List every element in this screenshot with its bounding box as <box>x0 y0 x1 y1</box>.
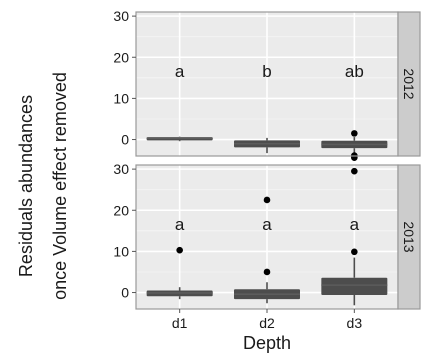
outlier-point <box>176 246 183 254</box>
outlier-point <box>351 154 358 161</box>
facet-strip <box>397 164 421 310</box>
facet-strip <box>397 11 421 157</box>
x-tick-label: d2 <box>259 315 275 331</box>
facet-strip-label: 2013 <box>401 221 417 252</box>
y-tick-label: 10 <box>113 243 129 259</box>
y-axis-label-line1: Residuals abundances <box>16 95 36 277</box>
significance-letter: a <box>262 215 272 234</box>
significance-letter: a <box>175 215 185 234</box>
outlier-point <box>351 130 358 137</box>
y-tick-label: 20 <box>113 202 129 218</box>
box-d3 <box>321 277 388 296</box>
outlier-point <box>351 167 358 175</box>
y-tick-label: 30 <box>113 161 129 177</box>
y-tick-label: 0 <box>121 132 129 148</box>
significance-letter: a <box>175 62 185 81</box>
x-axis-label: Depth <box>243 333 291 353</box>
x-tick-label: d1 <box>172 315 188 331</box>
outlier-point <box>351 248 358 256</box>
y-axis-label-line2: once Volume effect removed <box>50 72 70 300</box>
y-tick-label: 0 <box>121 285 129 301</box>
y-tick-label: 20 <box>113 49 129 65</box>
significance-letter: b <box>262 62 271 81</box>
panel-2013: a a a 0 10 20 30 2013 d1 d2 d3 <box>113 161 421 331</box>
x-tick-label: d3 <box>347 315 363 331</box>
significance-letter: a <box>350 215 360 234</box>
y-tick-label: 30 <box>113 8 129 24</box>
facet-strip-label: 2012 <box>401 68 417 99</box>
outlier-point <box>263 196 271 204</box>
significance-letter: ab <box>345 62 364 81</box>
y-tick-label: 10 <box>113 90 129 106</box>
outlier-point <box>263 268 271 276</box>
